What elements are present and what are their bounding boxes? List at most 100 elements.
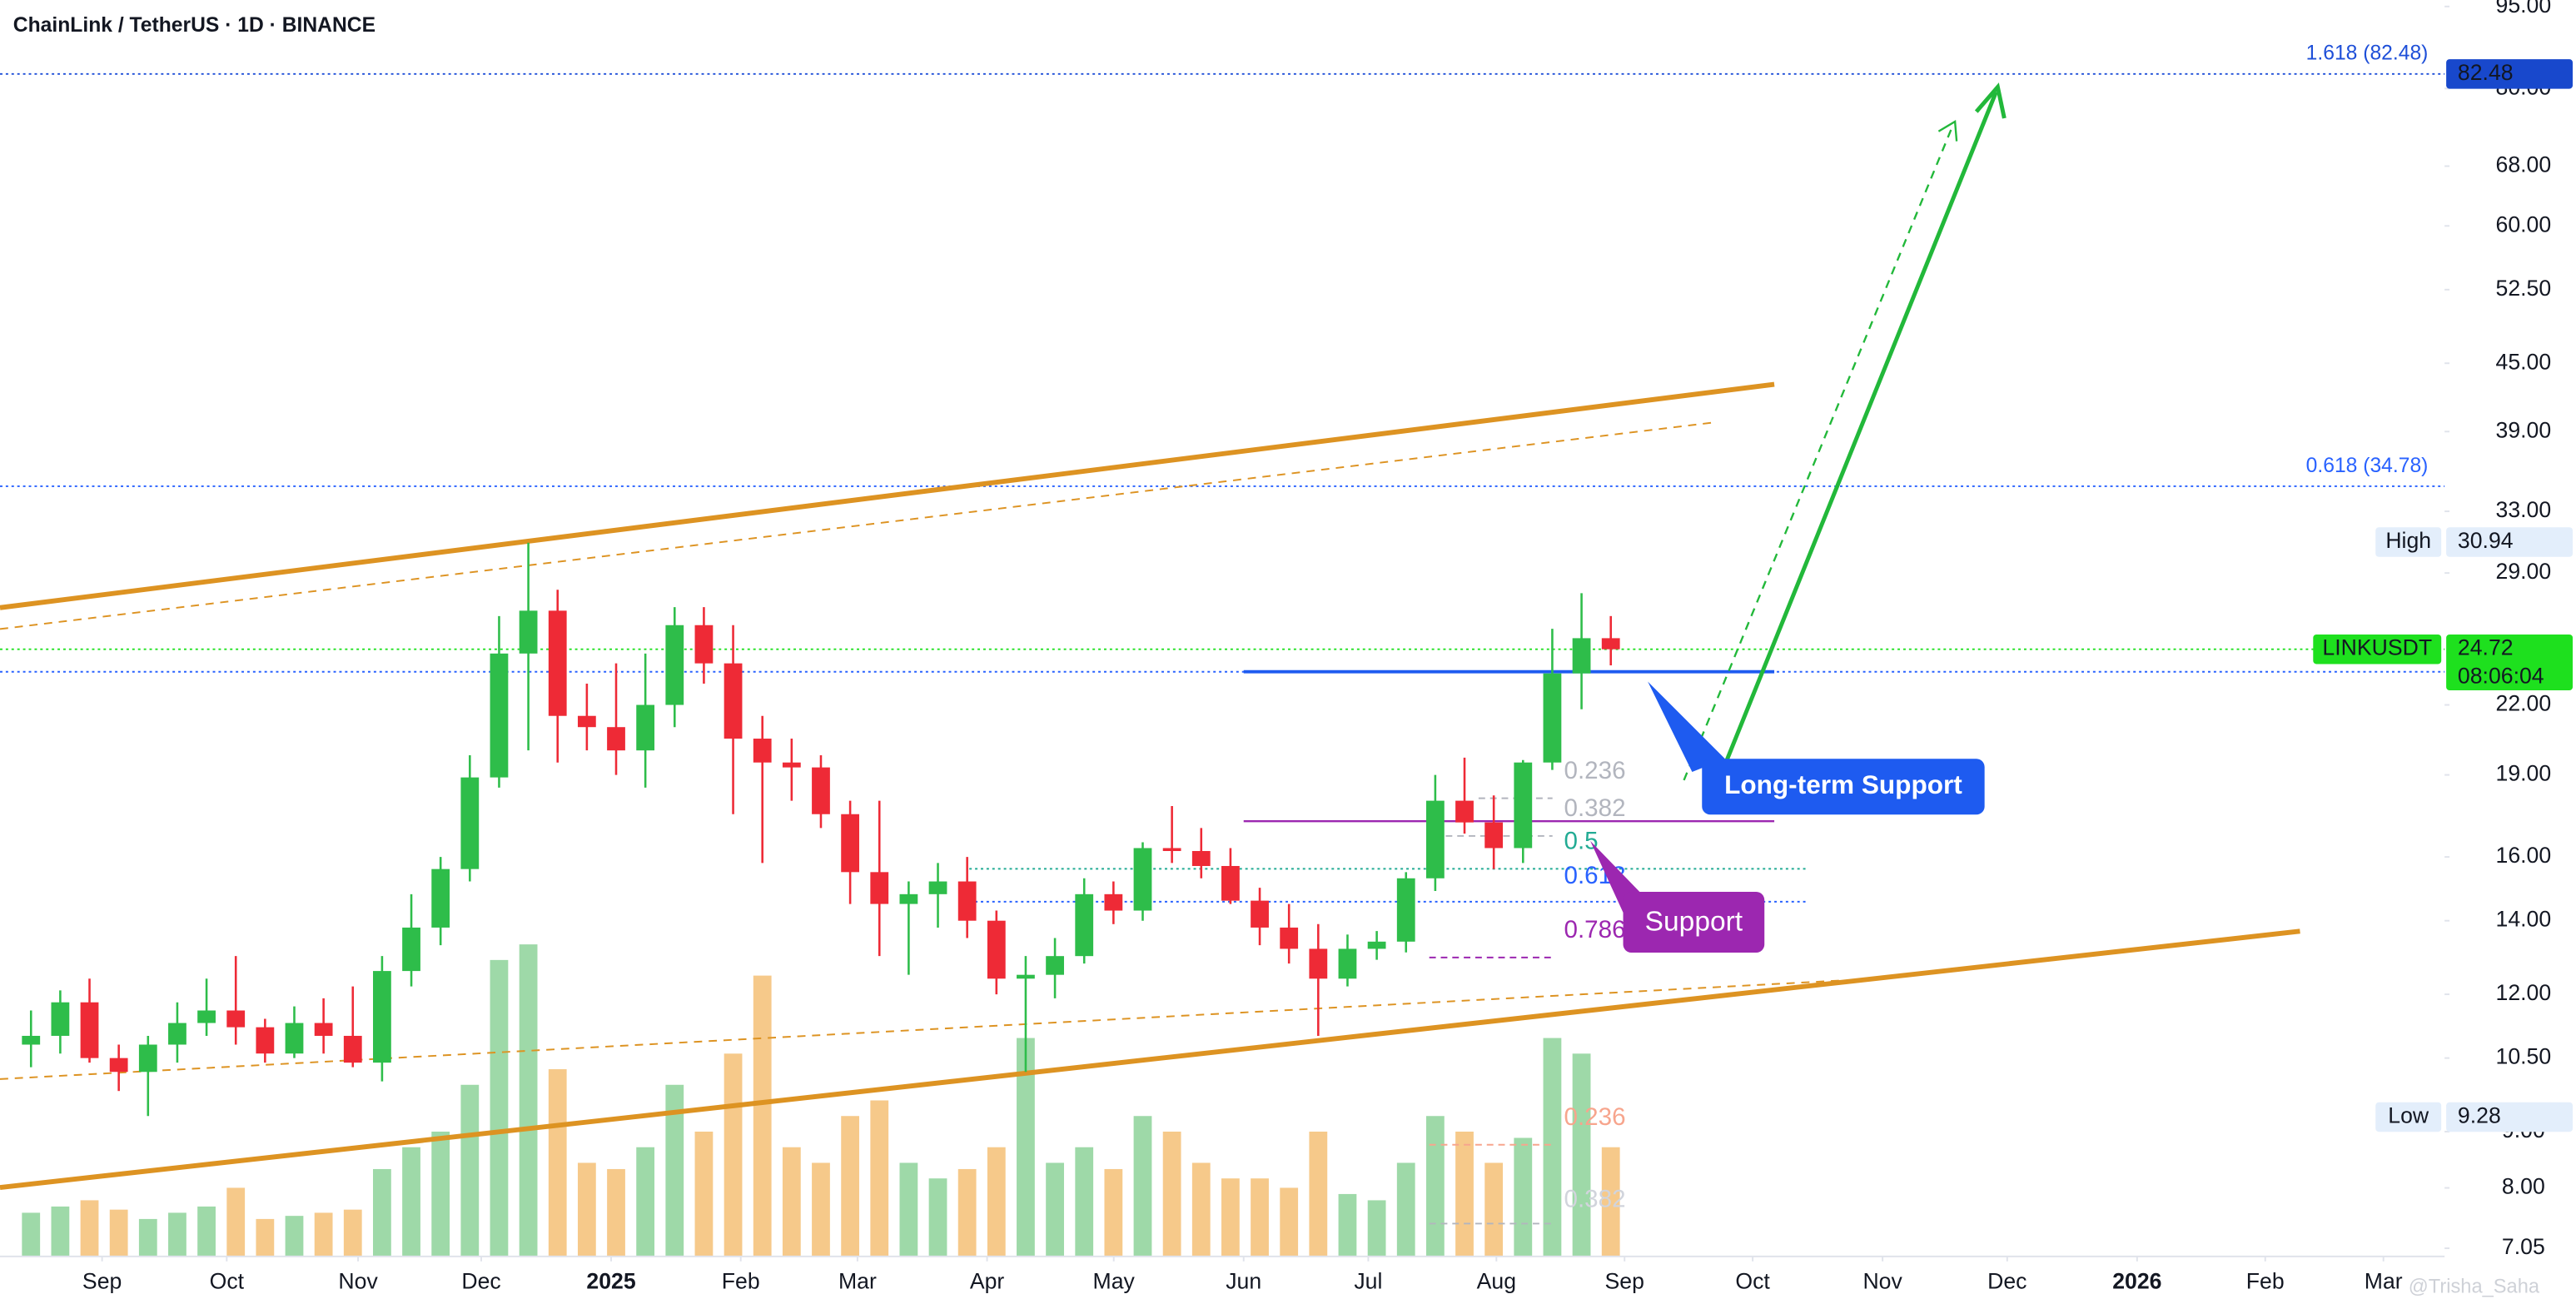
fib-label: 0.382: [1564, 794, 1626, 822]
x-tick-label: May: [1093, 1268, 1136, 1293]
y-tick-label: 12.00: [2496, 980, 2552, 1005]
volume-bar: [460, 1084, 480, 1257]
candle-body: [431, 869, 450, 928]
price-tag: [2446, 634, 2574, 691]
candle-body: [1543, 673, 1562, 763]
volume-bar: [1455, 1131, 1474, 1257]
level-label: 0.618 (34.78): [2306, 455, 2429, 477]
volume-bar: [51, 1206, 70, 1257]
candle-body: [138, 1044, 157, 1073]
callout-pointer: [1648, 681, 1725, 773]
volume-bar: [490, 959, 509, 1257]
volume-bar: [1162, 1131, 1181, 1257]
candle-body: [460, 777, 480, 869]
volume-bar: [1396, 1162, 1415, 1257]
candle-body: [1367, 941, 1386, 949]
x-tick-label: Aug: [1477, 1268, 1516, 1293]
level-label: 1.618 (82.48): [2306, 42, 2429, 65]
volume-bar: [1543, 1038, 1562, 1257]
volume-bar: [314, 1212, 333, 1257]
volume-bar: [753, 975, 772, 1257]
candles-layer: [22, 542, 1620, 1117]
volume-bar: [724, 1053, 743, 1257]
price-tag-name-box: [2375, 527, 2442, 557]
volume-bar: [548, 1069, 567, 1257]
candle-body: [1046, 956, 1064, 975]
candle-body: [694, 625, 714, 664]
volume-bar: [1046, 1162, 1064, 1257]
volume-bar: [1104, 1168, 1123, 1257]
volume-bar: [1280, 1187, 1299, 1257]
volume-bar: [1075, 1147, 1094, 1257]
volume-bar: [1484, 1162, 1504, 1257]
drawings: [0, 82, 2445, 1225]
volume-bar: [1017, 1038, 1035, 1257]
candle-body: [22, 1035, 41, 1045]
candle-body: [870, 872, 889, 904]
price-tag-name-box: [2313, 634, 2442, 664]
candle-body: [285, 1023, 304, 1054]
y-tick-label: 45.00: [2496, 349, 2552, 374]
candle-body: [402, 927, 420, 972]
y-tick-label: 14.00: [2496, 907, 2552, 932]
volume-bar: [22, 1212, 41, 1257]
x-tick-label: Jul: [1354, 1268, 1382, 1293]
candle-body: [1221, 865, 1240, 901]
candle-body: [987, 920, 1006, 979]
candle-body: [665, 625, 684, 705]
candle-body: [1309, 948, 1328, 979]
x-tick-label: Nov: [1862, 1268, 1902, 1293]
candle-body: [1280, 927, 1299, 949]
callout-box: [1623, 892, 1765, 953]
x-tick-label: 2025: [586, 1268, 635, 1293]
y-tick-label: 16.00: [2496, 843, 2552, 868]
candle-body: [1338, 948, 1357, 979]
y-tick-label: 39.00: [2496, 417, 2552, 442]
callout-text: Long-term Support: [1724, 769, 1962, 799]
callout-support: Support: [1590, 840, 1765, 953]
candle-body: [899, 893, 918, 904]
candle-body: [1251, 900, 1269, 928]
price-tag-name: Low: [2388, 1102, 2429, 1127]
y-tick-label: 60.00: [2496, 212, 2552, 236]
volume-bar: [109, 1209, 128, 1257]
candle-body: [1162, 848, 1181, 852]
volume-bar: [1221, 1178, 1240, 1257]
candle-body: [168, 1023, 186, 1045]
volume-bar: [870, 1100, 889, 1257]
candle-body: [1455, 800, 1474, 823]
x-tick-label: Sep: [82, 1268, 122, 1293]
price-tag-name-box: [2375, 1102, 2442, 1132]
candle-body: [1075, 893, 1094, 957]
x-tick-label: Nov: [338, 1268, 378, 1293]
volume-bar: [1309, 1131, 1328, 1257]
candle-body: [957, 881, 977, 921]
candle-body: [753, 739, 772, 763]
volume-bar: [519, 944, 538, 1257]
y-tick-label: 68.00: [2496, 152, 2552, 177]
volume-bar: [577, 1162, 596, 1257]
candle-body: [1104, 893, 1123, 911]
x-tick-label: Dec: [1987, 1268, 2026, 1293]
volume-bar: [138, 1218, 157, 1257]
candle-body: [80, 1002, 99, 1058]
volume-bar: [80, 1200, 99, 1257]
candle-body: [1396, 878, 1415, 942]
x-tick-label: Oct: [1735, 1268, 1770, 1293]
volume-bar: [665, 1084, 684, 1257]
fib-labels: 0.236 0.382 0.5 0.618 0.786 0.236 0.382: [1564, 757, 1626, 1213]
candle-body: [51, 1002, 70, 1036]
callout-text: Support: [1645, 906, 1743, 937]
projection-arrow: [1714, 91, 1998, 786]
price-tag: [2446, 59, 2574, 89]
volume-bar: [1514, 1137, 1533, 1257]
chart-title: ChainLink / TetherUS · 1D · BINANCE: [13, 14, 375, 37]
volume-bar: [1191, 1162, 1211, 1257]
channel-bottom: [0, 928, 2300, 1190]
channel-top: [0, 381, 1775, 610]
y-tick-label: 10.50: [2496, 1044, 2552, 1069]
candle-body: [636, 704, 655, 751]
x-tick-label: 2026: [2112, 1268, 2161, 1293]
channel-top-dashed: [0, 421, 1718, 630]
